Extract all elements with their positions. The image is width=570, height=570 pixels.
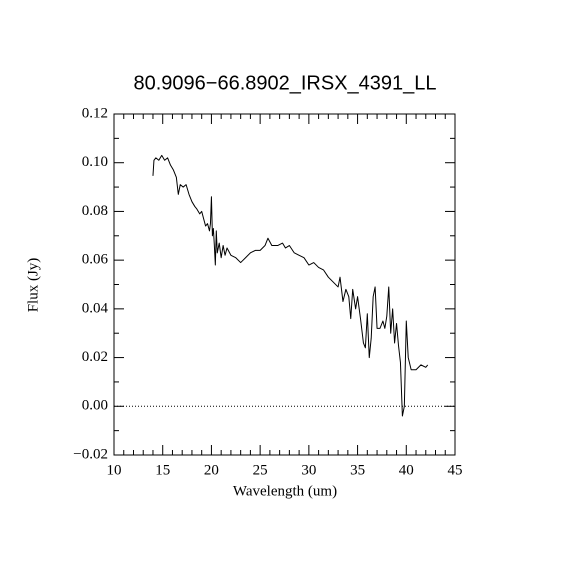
y-tick-label: 0.08 [82, 203, 108, 219]
x-tick-label: 30 [301, 462, 316, 478]
y-tick-label: 0.00 [82, 398, 108, 414]
x-tick-label: 35 [350, 462, 365, 478]
x-tick-label: 45 [448, 462, 463, 478]
y-tick-label: 0.06 [82, 252, 109, 268]
y-tick-label: 0.10 [82, 154, 108, 170]
y-axis-label: Flux (Jy) [25, 258, 41, 313]
x-axis-label: Wavelength (um) [233, 483, 337, 499]
y-tick-label: −0.02 [73, 446, 108, 462]
y-tick-label: 0.12 [82, 105, 108, 121]
y-tick-label: 0.04 [82, 300, 109, 316]
x-tick-label: 40 [399, 462, 414, 478]
x-tick-label: 10 [107, 462, 122, 478]
x-tick-label: 25 [253, 462, 268, 478]
spectrum-line [152, 154, 429, 417]
x-tick-label: 15 [155, 462, 170, 478]
y-tick-label: 0.02 [82, 349, 108, 365]
x-tick-label: 20 [204, 462, 219, 478]
chart-title: 80.9096−66.8902_IRSX_4391_LL [133, 72, 436, 94]
